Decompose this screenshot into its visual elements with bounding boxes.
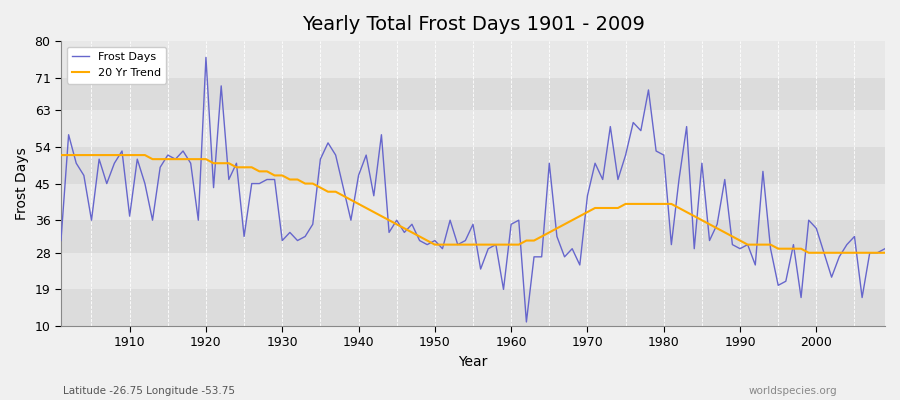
Frost Days bbox=[292, 238, 303, 243]
Frost Days bbox=[506, 222, 517, 227]
Line: Frost Days: Frost Days bbox=[61, 57, 885, 322]
Frost Days bbox=[338, 185, 348, 190]
Bar bbox=[61, 147, 885, 184]
20 Yr Trend bbox=[330, 189, 341, 194]
Frost Days bbox=[117, 149, 128, 154]
Frost Days bbox=[879, 246, 890, 251]
Legend: Frost Days, 20 Yr Trend: Frost Days, 20 Yr Trend bbox=[67, 47, 166, 84]
X-axis label: Year: Year bbox=[458, 355, 488, 369]
20 Yr Trend bbox=[56, 153, 67, 158]
Text: Latitude -26.75 Longitude -53.75: Latitude -26.75 Longitude -53.75 bbox=[63, 386, 235, 396]
20 Yr Trend bbox=[879, 250, 890, 255]
Bar bbox=[61, 289, 885, 326]
Frost Days bbox=[613, 177, 624, 182]
Frost Days bbox=[56, 238, 67, 243]
20 Yr Trend bbox=[804, 250, 814, 255]
Line: 20 Yr Trend: 20 Yr Trend bbox=[61, 155, 885, 253]
Frost Days bbox=[521, 320, 532, 324]
Bar bbox=[61, 78, 885, 110]
20 Yr Trend bbox=[498, 242, 508, 247]
Bar bbox=[61, 220, 885, 253]
Title: Yearly Total Frost Days 1901 - 2009: Yearly Total Frost Days 1901 - 2009 bbox=[302, 15, 644, 34]
20 Yr Trend bbox=[506, 242, 517, 247]
20 Yr Trend bbox=[117, 153, 128, 158]
Frost Days bbox=[513, 218, 524, 223]
20 Yr Trend bbox=[598, 206, 608, 210]
Text: worldspecies.org: worldspecies.org bbox=[749, 386, 837, 396]
20 Yr Trend bbox=[284, 177, 295, 182]
Y-axis label: Frost Days: Frost Days bbox=[15, 147, 29, 220]
Frost Days bbox=[201, 55, 212, 60]
